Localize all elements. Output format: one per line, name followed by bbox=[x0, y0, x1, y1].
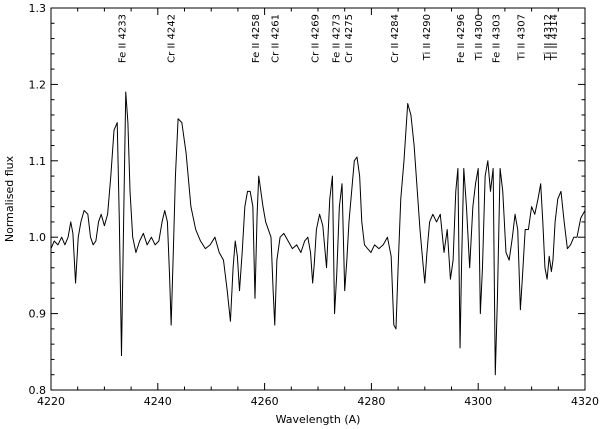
line-id-label: Fe II 4296 bbox=[456, 14, 467, 63]
plot-frame bbox=[50, 7, 586, 391]
line-id-label: Cr II 4275 bbox=[344, 14, 355, 63]
x-tick-label: 4240 bbox=[144, 395, 172, 408]
line-id-label: Cr II 4269 bbox=[310, 14, 321, 63]
y-tick-label: 1.3 bbox=[29, 2, 47, 15]
line-id-label: Ti II 4314 bbox=[549, 14, 560, 61]
y-axis-label: Normalised flux bbox=[3, 155, 16, 242]
x-tick-label: 4280 bbox=[357, 395, 385, 408]
y-tick-label: 0.9 bbox=[29, 308, 47, 321]
line-id-label: Ti II 4290 bbox=[422, 14, 433, 61]
x-tick-label: 4220 bbox=[37, 395, 65, 408]
tick-labels: 4220 4240 4260 4280 4300 4320 0.8 0.9 1.0 1.1 1.2 1… bbox=[29, 2, 600, 408]
line-id-label: Cr II 4284 bbox=[390, 14, 401, 63]
axis-ticks bbox=[50, 7, 586, 391]
x-tick-label: 4260 bbox=[251, 395, 279, 408]
line-id-label: Ti II 4312 bbox=[543, 14, 554, 61]
y-tick-label: 1.2 bbox=[29, 78, 47, 91]
series-group bbox=[50, 91, 586, 376]
y-tick-label: 0.8 bbox=[29, 384, 47, 397]
spectrum-line bbox=[50, 91, 586, 376]
line-id-label: Ti II 4307 bbox=[516, 14, 527, 61]
y-tick-label: 1.1 bbox=[29, 155, 47, 168]
line-id-label: Cr II 4242 bbox=[167, 14, 178, 63]
line-id-label: Fe II 4303 bbox=[491, 14, 502, 63]
x-axis-label: Wavelength (A) bbox=[276, 413, 361, 426]
line-id-label: Fe II 4233 bbox=[118, 14, 129, 63]
line-id-label: Fe II 4273 bbox=[332, 14, 343, 63]
x-tick-label: 4300 bbox=[464, 395, 492, 408]
line-id-label: Fe II 4258 bbox=[251, 14, 262, 63]
y-tick-label: 1.0 bbox=[29, 231, 47, 244]
x-tick-label: 4320 bbox=[571, 395, 599, 408]
line-identification-labels: Fe II 4233 Cr II 4242 Fe II 4258 Cr II 4261… bbox=[118, 14, 561, 63]
line-id-label: Cr II 4261 bbox=[271, 14, 282, 63]
line-id-label: Ti II 4300 bbox=[474, 14, 485, 61]
